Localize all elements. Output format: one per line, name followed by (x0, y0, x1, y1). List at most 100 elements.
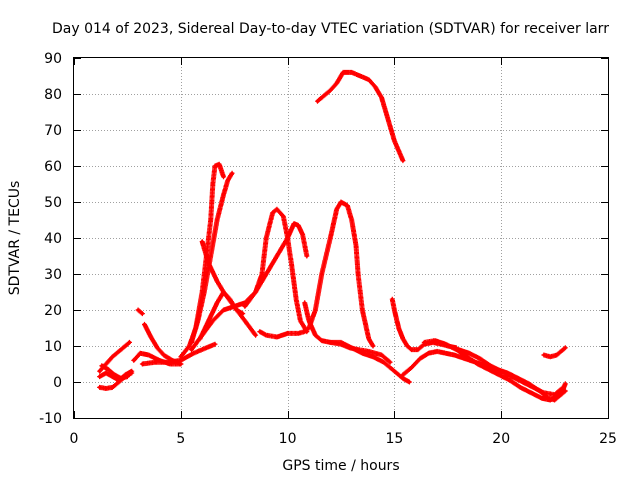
data-point (243, 304, 247, 308)
data-point (127, 340, 132, 344)
tick-layer (74, 58, 609, 419)
data-point (540, 396, 544, 400)
data-point (531, 385, 535, 389)
data-points (135, 307, 145, 317)
data-point (390, 297, 394, 301)
data-point (149, 335, 153, 339)
x-axis-label: GPS time / hours (282, 458, 399, 474)
data-point (335, 207, 339, 211)
data-point (215, 218, 219, 222)
data-point (542, 353, 546, 357)
data-point (179, 362, 183, 366)
data-point (392, 139, 396, 143)
data-point (444, 342, 448, 346)
data-point (356, 272, 360, 276)
data-point (354, 243, 358, 247)
data-point (452, 353, 456, 357)
series-arc-14 (242, 221, 310, 309)
data-point (123, 344, 127, 348)
data-point (215, 301, 219, 305)
data-point (407, 380, 411, 384)
x-tick-label: 0 (70, 431, 79, 447)
data-point (142, 322, 147, 326)
data-point (221, 175, 226, 179)
data-point (561, 385, 565, 389)
data-point (217, 162, 221, 166)
data-point (264, 272, 268, 276)
data-point (275, 254, 279, 258)
x-tick-label: 15 (385, 431, 403, 447)
data-point (426, 351, 431, 355)
data-point (100, 364, 104, 368)
series-arc-04 (99, 363, 130, 381)
data-point (104, 371, 108, 375)
data-point (110, 385, 115, 389)
data-point (300, 232, 305, 236)
y-tick-label: 70 (44, 123, 62, 139)
data-point (202, 290, 206, 294)
y-tick-label: 0 (53, 375, 62, 391)
data-point (125, 375, 129, 379)
data-point (392, 308, 396, 312)
data-point (305, 254, 309, 258)
data-point (486, 367, 490, 371)
data-point (286, 331, 290, 335)
series-arc-10 (189, 170, 235, 345)
data-point (409, 348, 414, 352)
series-arc-08 (139, 341, 218, 367)
data-point (226, 178, 230, 182)
data-point (350, 346, 354, 350)
data-point (138, 351, 142, 355)
data-point (313, 308, 317, 312)
data-point (119, 376, 123, 380)
data-point (416, 348, 420, 352)
data-point (271, 211, 275, 215)
data-point (542, 391, 546, 395)
data-point (206, 319, 211, 323)
plot-frame (73, 57, 609, 419)
data-point (518, 385, 523, 389)
data-point (386, 117, 390, 121)
series-arc-23 (541, 345, 568, 360)
data-point (373, 85, 377, 89)
data-point (467, 351, 471, 355)
data-point (465, 355, 469, 359)
data-point (110, 355, 115, 359)
y-tick-label: 30 (44, 267, 62, 283)
series-arc-17 (327, 339, 412, 385)
data-point (392, 369, 396, 373)
data-point (561, 348, 565, 352)
data-point (563, 346, 567, 350)
data-point (497, 373, 501, 377)
data-point (260, 272, 264, 276)
data-point (529, 391, 533, 395)
data-point (499, 369, 503, 373)
data-point (444, 351, 448, 355)
data-point (192, 351, 196, 355)
data-point (298, 319, 303, 323)
y-axis-label: SDTVAR / TECUs (7, 181, 23, 296)
data-point (241, 312, 245, 316)
data-point (320, 339, 324, 343)
data-point (548, 355, 552, 359)
data-point (328, 236, 332, 240)
data-point (345, 204, 350, 208)
y-tick-label: 80 (44, 87, 62, 103)
series-arc-05 (135, 307, 145, 317)
data-point (339, 200, 343, 204)
data-point (275, 335, 279, 339)
data-point (313, 333, 317, 337)
data-point (155, 346, 159, 350)
data-point (303, 301, 307, 305)
data-point (286, 236, 290, 240)
data-points (315, 69, 406, 164)
data-point (401, 159, 405, 163)
data-point (328, 88, 332, 92)
data-point (339, 340, 343, 344)
data-point (206, 261, 211, 265)
data-point (555, 353, 559, 357)
data-point (371, 344, 375, 348)
data-point (117, 349, 121, 353)
